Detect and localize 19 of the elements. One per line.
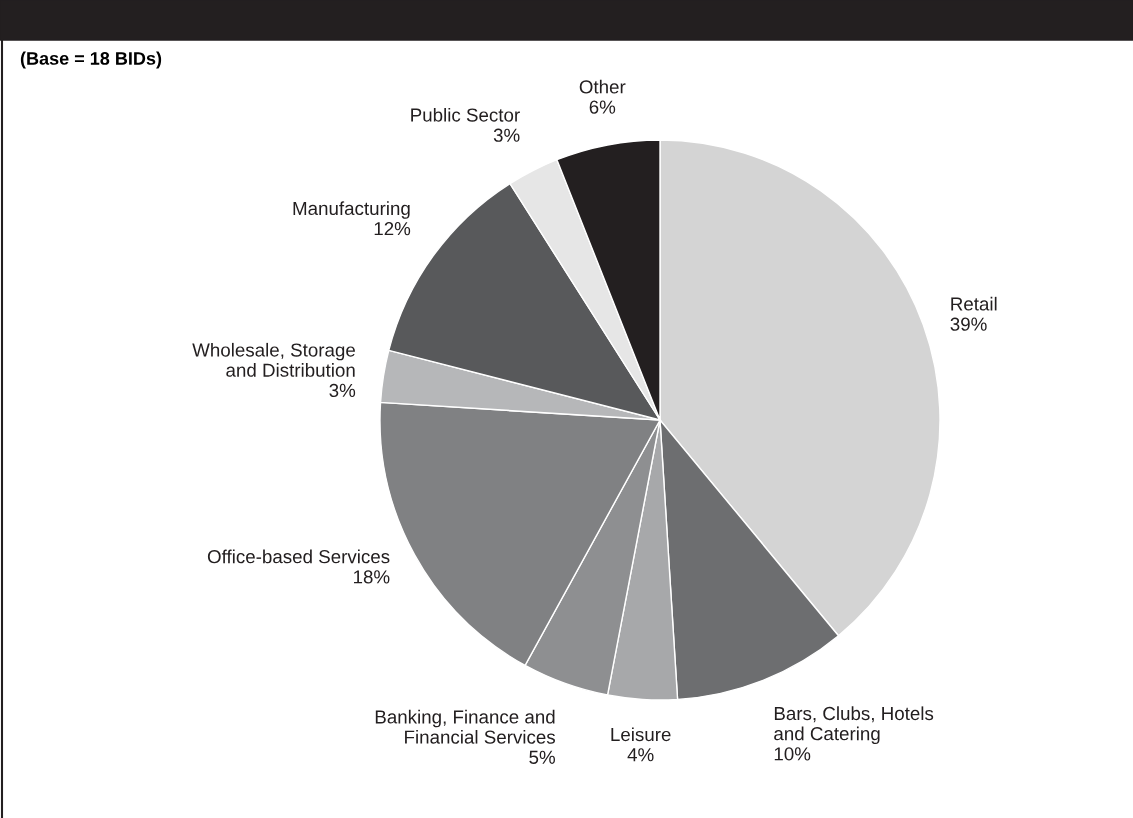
slice-label: Wholesale, Storage and Distribution [192,342,355,377]
data-label: 3% [493,128,520,142]
data-label: 4% [627,748,654,762]
slice-label: Bars, Clubs, Hotels and Catering [774,706,934,745]
slice-label: Manufacturing [293,201,410,219]
data-label: 18% [354,570,390,584]
slice-label: Leisure [611,727,671,742]
data-label: 39% [950,317,987,331]
slice-label: Banking, Finance and Financial Services [375,709,555,744]
data-label: 3% [329,383,356,398]
data-label: 5% [529,750,555,764]
data-label: 10% [774,747,811,761]
chart-subtitle: (Base = 18 BIDs) [20,51,162,69]
data-label: 6% [589,100,616,114]
slice-label: Other [579,79,626,94]
slice-label: Public Sector [411,107,520,122]
data-label: 12% [374,221,411,236]
slice-label: Office-based Services [207,549,390,564]
slice-label: Retail [951,296,997,311]
